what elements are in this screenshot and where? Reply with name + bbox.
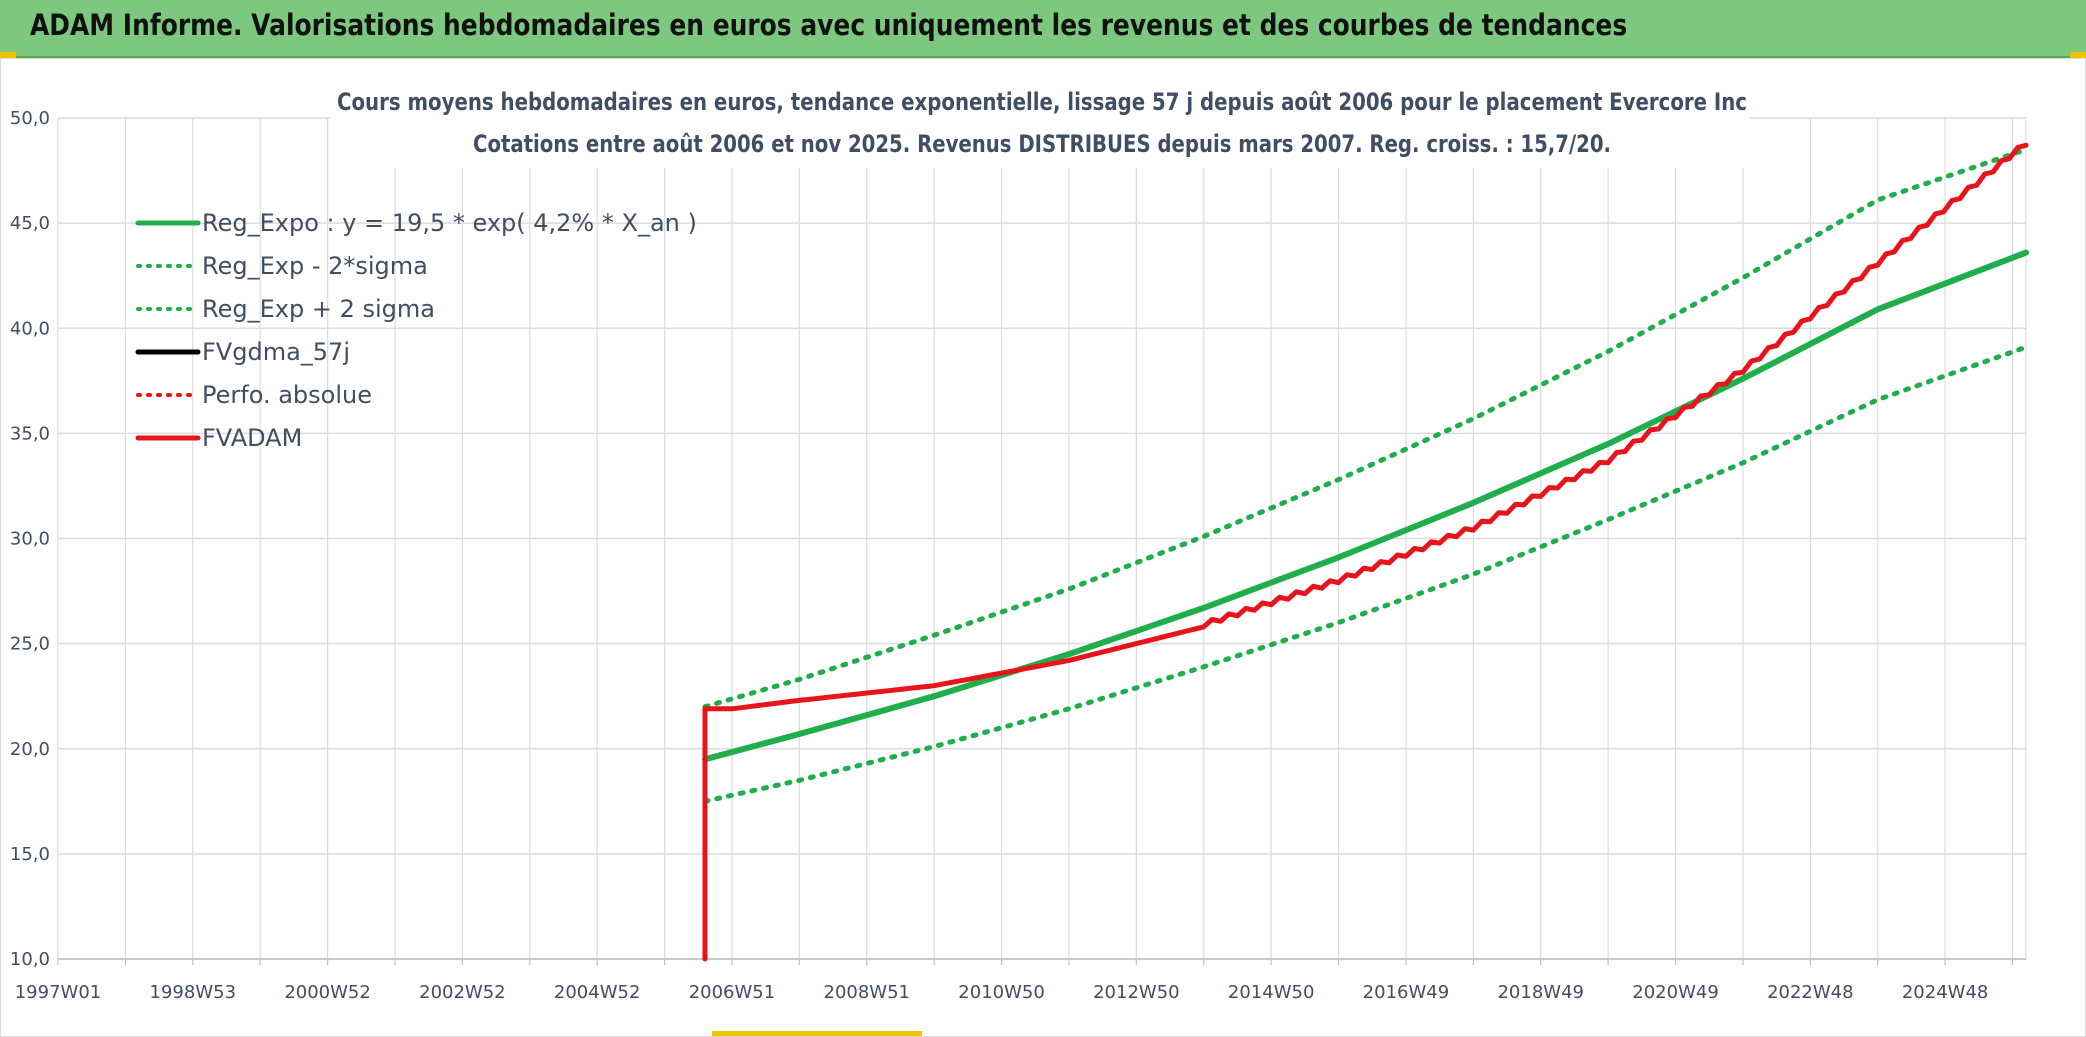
report-banner: ADAM Informe. Valorisations hebdomadaire… (0, 0, 2086, 58)
series-fvadam (702, 142, 2029, 962)
corner-mark-bottom-center (712, 1031, 922, 1037)
x-tick-label: 2004W52 (554, 982, 641, 1003)
chart-title-line: Cours moyens hebdomadaires en euros, ten… (337, 88, 1747, 116)
x-tick-label: 2000W52 (284, 982, 371, 1003)
legend-layer: Reg_Expo : y = 19,5 * exp( 4,2% * X_an )… (135, 209, 697, 452)
x-tick-label: 2002W52 (419, 982, 506, 1003)
legend-label: Reg_Exp + 2 sigma (202, 295, 435, 323)
series-reg-minus-2sigma (702, 344, 2029, 804)
x-tick-label: 2022W48 (1767, 982, 1854, 1003)
series-reg-expo (702, 249, 2029, 763)
corner-mark-top-left (0, 52, 16, 58)
x-tick-label: 2018W49 (1497, 982, 1584, 1003)
legend-label: FVgdma_57j (202, 338, 350, 366)
legend-entry: Reg_Exp - 2*sigma (136, 252, 428, 280)
legend-label: FVADAM (202, 424, 302, 452)
x-tick-label: 2012W50 (1093, 982, 1180, 1003)
x-tick-label: 2010W50 (958, 982, 1045, 1003)
chart-title-line: Cotations entre août 2006 et nov 2025. R… (473, 130, 1611, 158)
chart-title-background (330, 82, 1750, 168)
x-tick-label: 2008W51 (824, 982, 911, 1003)
y-tick-label: 40,0 (10, 318, 50, 339)
x-tick-label: 2006W51 (689, 982, 776, 1003)
legend-entry: FVADAM (135, 424, 302, 452)
y-tick-label: 15,0 (10, 844, 50, 865)
series-reg-plus-2sigma (702, 147, 2029, 710)
legend-entry: Perfo. absolue (136, 381, 372, 409)
y-tick-label: 20,0 (10, 739, 50, 760)
x-tick-label: 2014W50 (1228, 982, 1315, 1003)
legend-label: Reg_Exp - 2*sigma (202, 252, 428, 280)
legend-entry: Reg_Expo : y = 19,5 * exp( 4,2% * X_an ) (135, 209, 697, 237)
x-tick-label: 2016W49 (1363, 982, 1450, 1003)
x-tick-label: 2024W48 (1902, 982, 1989, 1003)
corner-mark-top-right (2070, 52, 2086, 58)
x-tick-label: 1998W53 (150, 982, 237, 1003)
x-tick-label: 2020W49 (1632, 982, 1719, 1003)
legend-label: Perfo. absolue (202, 381, 372, 409)
y-tick-label: 35,0 (10, 423, 50, 444)
title-layer: Cours moyens hebdomadaires en euros, ten… (330, 82, 1750, 168)
y-tick-label: 25,0 (10, 634, 50, 655)
x-tick-label: 1997W01 (15, 982, 102, 1003)
y-tick-label: 45,0 (10, 213, 50, 234)
y-tick-label: 50,0 (10, 108, 50, 129)
legend-entry: Reg_Exp + 2 sigma (136, 295, 435, 323)
y-tick-label: 30,0 (10, 529, 50, 550)
legend-entry: FVgdma_57j (135, 338, 350, 366)
legend-label: Reg_Expo : y = 19,5 * exp( 4,2% * X_an ) (202, 209, 697, 237)
grid-layer (57, 117, 2027, 960)
axis-layer: 10,0 15,0 20,0 25,0 30,0 35,0 40,0 45,0 50,0 1997… (10, 108, 2026, 1003)
report-title: ADAM Informe. Valorisations hebdomadaire… (30, 8, 1628, 42)
y-tick-label: 10,0 (10, 949, 50, 970)
series-layer (702, 142, 2029, 962)
